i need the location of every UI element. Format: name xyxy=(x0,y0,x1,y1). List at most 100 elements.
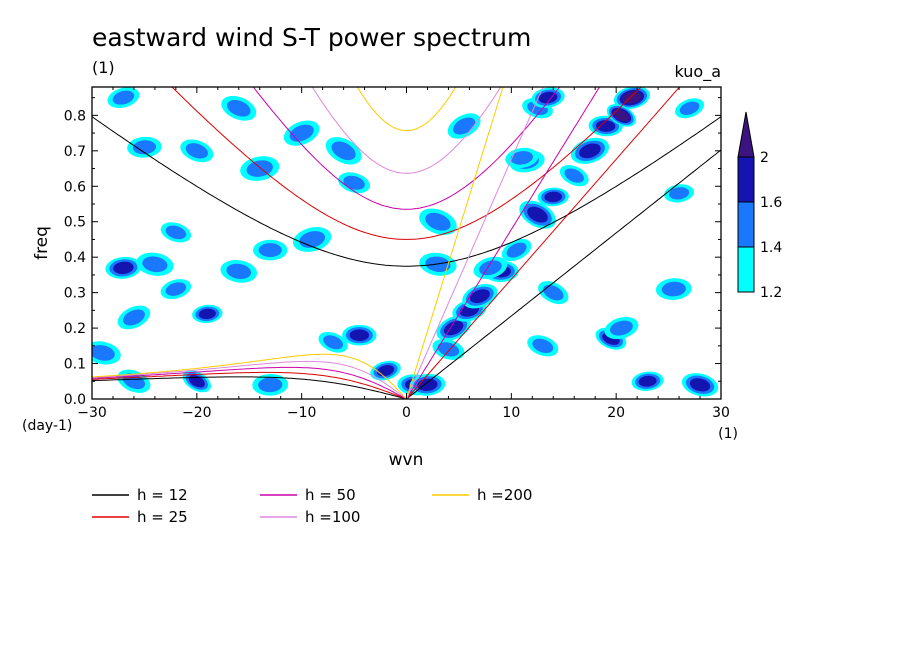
plot-frame xyxy=(91,86,722,400)
spectral-feature xyxy=(92,341,121,365)
y-tick-label: 0.7 xyxy=(64,144,86,160)
spectral-feature xyxy=(559,165,589,187)
colorbar-label: 1.4 xyxy=(760,240,782,256)
feature-level-2 xyxy=(92,345,115,361)
y-tick-label: 0.3 xyxy=(64,286,86,302)
legend-label: h = 50 xyxy=(305,486,356,504)
spectral-feature xyxy=(631,371,664,391)
rossby-wave-curve xyxy=(92,366,407,399)
axes: −30 −20 −10 0 10 20 30 0.0 0.1 0.2 0.3 0.4 0.5 0.6 0.7… xyxy=(64,87,730,421)
dispersion-curves xyxy=(92,87,721,399)
spectral-feature xyxy=(252,373,289,396)
spectral-feature xyxy=(588,115,623,137)
feature-level-2 xyxy=(323,335,343,350)
y-tick-label: 0.1 xyxy=(64,357,86,373)
legend-label: h = 12 xyxy=(137,486,188,504)
spectral-feature xyxy=(570,137,610,164)
spectral-feature xyxy=(136,252,174,276)
feature-level-3 xyxy=(443,320,464,336)
spectral-feature xyxy=(527,335,559,357)
feature-level-2 xyxy=(506,242,527,258)
spectral-feature xyxy=(127,136,162,158)
spectral-feature xyxy=(664,184,694,203)
feature-level-2 xyxy=(132,140,157,155)
chart-title: eastward wind S-T power spectrum xyxy=(92,23,531,52)
x-tick-label: 30 xyxy=(712,405,730,421)
kelvin-wave-curve xyxy=(406,87,544,399)
feature-level-2 xyxy=(510,151,533,165)
spectral-feature xyxy=(606,104,636,127)
spectral-feature xyxy=(655,278,692,300)
feature-level-3 xyxy=(417,378,438,391)
feature-level-2 xyxy=(479,260,502,276)
feature-level-4 xyxy=(613,109,629,122)
feature-level-3 xyxy=(349,329,370,342)
curve-group xyxy=(92,87,601,399)
inertia-gravity-wave-curve xyxy=(311,87,502,174)
x-unit-label: (1) xyxy=(718,426,738,442)
feature-level-3 xyxy=(188,375,205,388)
spectral-feature xyxy=(505,147,539,169)
spectral-feature xyxy=(221,95,257,121)
feature-level-2 xyxy=(564,168,584,183)
y-tick-label: 0.8 xyxy=(64,108,86,124)
feature-level-2 xyxy=(185,143,208,159)
chart-subtitle: (1) xyxy=(92,58,115,77)
curve-group xyxy=(92,87,544,399)
kelvin-wave-curve xyxy=(406,149,721,399)
spectral-feature xyxy=(117,369,151,393)
rossby-wave-curve xyxy=(92,353,407,399)
feature-level-2 xyxy=(226,99,251,117)
feature-level-3 xyxy=(544,191,563,203)
y-tick-label: 0.2 xyxy=(64,321,86,337)
feature-level-2 xyxy=(112,90,135,105)
feature-level-2 xyxy=(258,243,282,258)
spectral-feature xyxy=(253,239,288,261)
curve-group xyxy=(92,87,681,399)
spectral-feature xyxy=(293,227,332,252)
feature-level-2 xyxy=(142,256,168,273)
inertia-gravity-wave-curve xyxy=(92,116,721,267)
spectral-feature xyxy=(107,87,140,109)
colorbar: 1.2 1.4 1.6 2 xyxy=(737,111,782,301)
feature-level-2 xyxy=(343,175,365,190)
feature-level-3 xyxy=(596,120,616,132)
spectral-feature xyxy=(473,256,508,279)
feature-level-3 xyxy=(689,378,711,392)
feature-level-2 xyxy=(679,101,700,115)
spectral-feature xyxy=(105,256,142,279)
feature-level-2 xyxy=(532,338,554,353)
spectral-power-contours xyxy=(92,87,719,397)
spectral-feature xyxy=(537,187,569,207)
kelvin-wave-curve xyxy=(406,87,601,399)
feature-level-2 xyxy=(165,282,187,296)
curve-group xyxy=(92,87,504,399)
inertia-gravity-wave-curve xyxy=(252,87,561,210)
spectral-feature xyxy=(117,305,151,330)
spectral-feature xyxy=(325,137,362,165)
chart-label-right: kuo_a xyxy=(674,62,721,82)
y-tick-label: 0.5 xyxy=(64,215,86,231)
y-unit-label: (day-1) xyxy=(22,418,72,434)
feature-level-2 xyxy=(437,342,460,357)
colorbar-label: 1.2 xyxy=(760,285,782,301)
colorbar-label: 1.6 xyxy=(760,195,782,211)
feature-level-3 xyxy=(469,289,490,304)
spectral-feature xyxy=(160,279,192,300)
spectral-feature xyxy=(531,87,565,108)
spectral-feature xyxy=(681,373,719,397)
feature-level-3 xyxy=(638,375,657,387)
feature-level-3 xyxy=(198,308,216,320)
kelvin-wave-curve xyxy=(406,87,504,399)
spectral-feature xyxy=(538,281,569,305)
rossby-wave-curve xyxy=(92,376,407,399)
x-tick-label: 20 xyxy=(607,405,625,421)
rossby-wave-curve xyxy=(92,371,407,399)
spectral-feature xyxy=(519,200,556,229)
legend-label: h =200 xyxy=(477,486,532,504)
spectral-feature xyxy=(342,324,377,346)
y-tick-label: 0.4 xyxy=(64,250,86,266)
spectral-feature xyxy=(675,98,705,119)
feature-level-2 xyxy=(122,309,145,326)
x-axis-label: wvn xyxy=(389,450,424,470)
